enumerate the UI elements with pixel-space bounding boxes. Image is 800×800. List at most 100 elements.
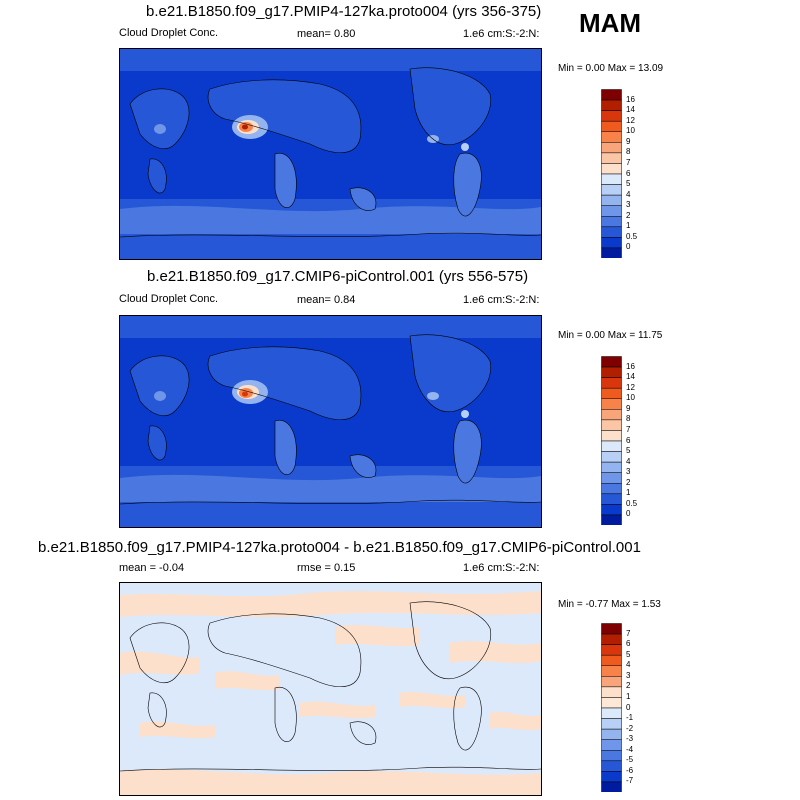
colorbar-tick-label: 16 [626, 94, 635, 104]
colorbar-tick-label: 8 [626, 147, 631, 157]
colorbar-box [601, 644, 622, 656]
panel3-mean-label: mean = -0.04 [119, 562, 185, 574]
panel3-map [119, 582, 542, 796]
colorbar-box [601, 356, 622, 368]
colorbar-box [601, 472, 622, 484]
colorbar-box [601, 398, 622, 410]
colorbar-tick-label: 4 [626, 189, 631, 199]
colorbar-box [601, 99, 622, 111]
colorbar-tick-label: 4 [626, 660, 631, 670]
colorbar-box [601, 665, 622, 677]
colorbar-tick-label: 3 [626, 670, 631, 680]
panel1-map [119, 48, 542, 260]
colorbar-box [601, 131, 622, 143]
panel3-map-svg [120, 583, 541, 795]
colorbar-tick-label: 10 [626, 126, 635, 136]
colorbar-tick-label: 1 [626, 488, 631, 498]
colorbar-box [601, 750, 622, 762]
colorbar-box [601, 707, 622, 719]
colorbar-tick-label: -1 [626, 713, 634, 723]
colorbar-box [601, 120, 622, 132]
colorbar-tick-label: 0 [626, 242, 631, 252]
colorbar-tick-label: 0.5 [626, 231, 638, 241]
colorbar-tick-label: -4 [626, 744, 634, 754]
colorbar-tick-label: 9 [626, 403, 631, 413]
colorbar-box [601, 440, 622, 452]
panel3-minmax: Min = -0.77 Max = 1.53 [558, 599, 661, 610]
colorbar-tick-label: 2 [626, 477, 631, 487]
colorbar-box [601, 205, 622, 217]
colorbar-tick-label: 2 [626, 210, 631, 220]
colorbar-box [601, 237, 622, 249]
colorbar-tick-label: 8 [626, 414, 631, 424]
panel1-variable-label: Cloud Droplet Conc. [119, 27, 219, 39]
colorbar-tick-label: -2 [626, 723, 634, 733]
colorbar-box [601, 419, 622, 431]
colorbar-box [601, 366, 622, 378]
colorbar-tick-label: 4 [626, 456, 631, 466]
colorbar-box [601, 633, 622, 645]
colorbar-box [601, 173, 622, 185]
colorbar-box [601, 504, 622, 516]
colorbar-tick-label: 7 [626, 424, 631, 434]
panel2-colorbar [601, 356, 622, 525]
colorbar-tick-label: 6 [626, 639, 631, 649]
colorbar-tick-label: -3 [626, 734, 634, 744]
panel3-colorbar [601, 623, 622, 792]
colorbar-box [601, 739, 622, 751]
colorbar-tick-label: 14 [626, 105, 635, 115]
colorbar-tick-label: 0 [626, 702, 631, 712]
season-label: MAM [579, 8, 642, 38]
panel1-colorbar-svg [601, 89, 622, 258]
colorbar-tick-label: 10 [626, 393, 635, 403]
colorbar-tick-label: -6 [626, 765, 634, 775]
colorbar-box [601, 760, 622, 772]
colorbar-box [601, 184, 622, 196]
colorbar-tick-label: 3 [626, 200, 631, 210]
colorbar-box [601, 461, 622, 473]
panel2-units-label: 1.e6 cm:S:-2:N: [463, 294, 540, 306]
colorbar-tick-label: 5 [626, 649, 631, 659]
colorbar-box [601, 387, 622, 399]
colorbar-box [601, 377, 622, 389]
colorbar-tick-label: 6 [626, 435, 631, 445]
colorbar-tick-label: 9 [626, 136, 631, 146]
colorbar-box [601, 686, 622, 698]
colorbar-box [601, 514, 622, 525]
colorbar-box [601, 152, 622, 164]
colorbar-box [601, 247, 622, 258]
panel1-map-svg [120, 49, 541, 259]
panel2-variable-label: Cloud Droplet Conc. [119, 293, 219, 305]
colorbar-box [601, 163, 622, 175]
colorbar-tick-label: 0.5 [626, 498, 638, 508]
panel3-units-label: 1.e6 cm:S:-2:N: [463, 562, 540, 574]
colorbar-tick-label: -7 [626, 776, 634, 786]
colorbar-tick-label: 12 [626, 382, 635, 392]
colorbar-box [601, 142, 622, 154]
colorbar-box [601, 718, 622, 730]
colorbar-box [601, 676, 622, 688]
colorbar-tick-label: 7 [626, 157, 631, 167]
colorbar-tick-label: 5 [626, 179, 631, 189]
colorbar-box [601, 110, 622, 122]
colorbar-box [601, 89, 622, 101]
panel2-map-svg [120, 316, 541, 527]
colorbar-tick-label: 0 [626, 509, 631, 519]
colorbar-tick-label: 14 [626, 372, 635, 382]
colorbar-tick-label: 12 [626, 115, 635, 125]
colorbar-box [601, 430, 622, 442]
colorbar-tick-label: 2 [626, 681, 631, 691]
colorbar-box [601, 728, 622, 740]
colorbar-box [601, 483, 622, 495]
colorbar-box [601, 654, 622, 666]
colorbar-tick-label: 1 [626, 221, 631, 231]
panel1-minmax: Min = 0.00 Max = 13.09 [558, 63, 664, 74]
colorbar-box [601, 451, 622, 463]
panel1-units-label: 1.e6 cm:S:-2:N: [463, 28, 540, 40]
colorbar-box [601, 781, 622, 792]
panel3-rmse-label: rmse = 0.15 [297, 562, 356, 574]
colorbar-box [601, 409, 622, 421]
panel2-title: b.e21.B1850.f09_g17.CMIP6-piControl.001 … [147, 268, 529, 285]
colorbar-tick-label: 7 [626, 628, 631, 638]
panel1-mean-label: mean= 0.80 [297, 28, 356, 40]
